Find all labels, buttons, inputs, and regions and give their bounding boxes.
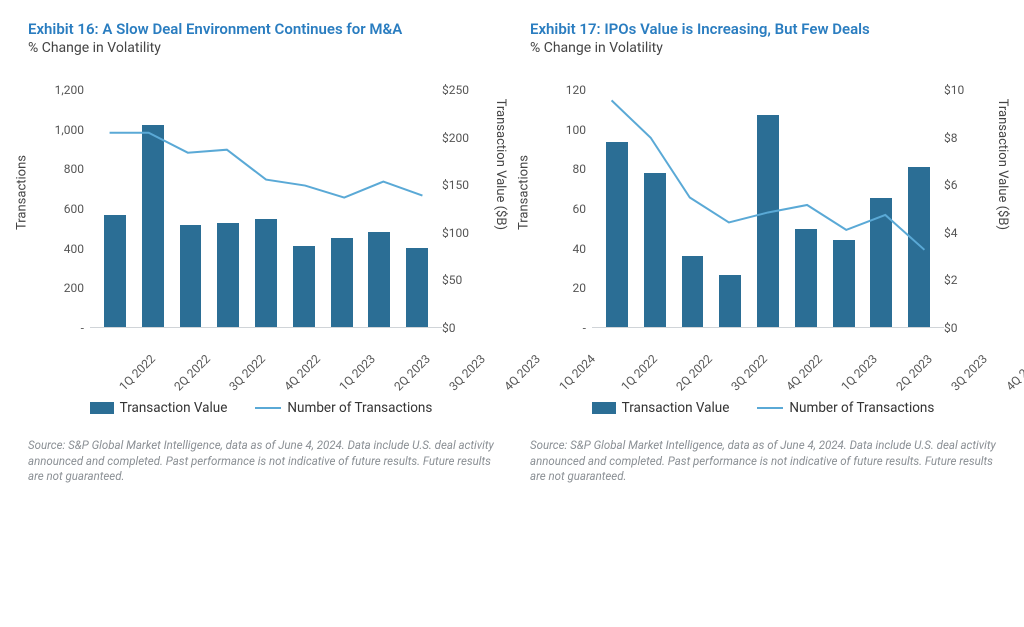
exhibit-17-title: Exhibit 17: IPOs Value is Increasing, Bu… <box>530 20 996 38</box>
bar-swatch-icon <box>90 402 114 414</box>
exhibit-17-source: Source: S&P Global Market Intelligence, … <box>530 438 996 485</box>
y-axis-right-label: Transaction Value ($B) <box>995 99 1010 230</box>
y-axis-right-label: Transaction Value ($B) <box>493 99 508 230</box>
axis-tick: - <box>534 322 586 334</box>
axis-tick: 600 <box>32 203 84 215</box>
axis-tick: $50 <box>442 274 494 286</box>
axis-tick: $200 <box>442 132 494 144</box>
line-path <box>110 133 423 198</box>
exhibit-17-chart: Transactions Transaction Value ($B) -204… <box>530 70 996 390</box>
axis-tick: $2 <box>944 274 996 286</box>
axis-tick: 200 <box>32 282 84 294</box>
exhibit-16-title: Exhibit 16: A Slow Deal Environment Cont… <box>28 20 494 38</box>
axis-tick: 80 <box>534 163 586 175</box>
axis-tick: $150 <box>442 179 494 191</box>
axis-tick: $0 <box>944 322 996 334</box>
y-axis-right-ticks: $0$2$4$6$8$10 <box>940 78 996 328</box>
y-axis-left-label: Transactions <box>517 155 532 230</box>
axis-tick: 800 <box>32 163 84 175</box>
exhibit-16-chart: Transactions Transaction Value ($B) -200… <box>28 70 494 390</box>
axis-tick: 20 <box>534 282 586 294</box>
axis-tick: 400 <box>32 243 84 255</box>
axis-tick: 100 <box>534 124 586 136</box>
axis-tick: - <box>32 322 84 334</box>
legend-line: Number of Transactions <box>255 400 432 416</box>
axis-tick: $0 <box>442 322 494 334</box>
axis-tick: 60 <box>534 203 586 215</box>
axis-tick: $4 <box>944 227 996 239</box>
x-axis-tick: 4Q 2023 <box>999 340 1024 420</box>
y-axis-left-label: Transactions <box>15 155 30 230</box>
line-series <box>592 78 944 327</box>
line-path <box>612 100 925 249</box>
axis-tick: 120 <box>534 84 586 96</box>
axis-tick: $250 <box>442 84 494 96</box>
x-axis-ticks: 1Q 20222Q 20223Q 20224Q 20221Q 20232Q 20… <box>592 332 944 390</box>
axis-tick: 1,200 <box>32 84 84 96</box>
y-axis-left-ticks: -2004006008001,0001,200 <box>32 78 88 328</box>
x-axis-ticks: 1Q 20222Q 20223Q 20224Q 20221Q 20232Q 20… <box>90 332 442 390</box>
axis-tick: $8 <box>944 132 996 144</box>
plot-area <box>592 78 944 328</box>
line-series <box>90 78 442 327</box>
legend-line: Number of Transactions <box>757 400 934 416</box>
y-axis-right-ticks: $0$50$100$150$200$250 <box>438 78 494 328</box>
exhibit-16-source: Source: S&P Global Market Intelligence, … <box>28 438 494 485</box>
axis-tick: $10 <box>944 84 996 96</box>
axis-tick: 40 <box>534 243 586 255</box>
axis-tick: $6 <box>944 179 996 191</box>
exhibit-17-subtitle: % Change in Volatility <box>530 40 996 56</box>
exhibit-16-subtitle: % Change in Volatility <box>28 40 494 56</box>
axis-tick: 1,000 <box>32 124 84 136</box>
exhibit-16-panel: Exhibit 16: A Slow Deal Environment Cont… <box>28 20 494 607</box>
y-axis-left-ticks: -20406080100120 <box>534 78 590 328</box>
axis-tick: $100 <box>442 227 494 239</box>
plot-area <box>90 78 442 328</box>
exhibit-17-panel: Exhibit 17: IPOs Value is Increasing, Bu… <box>530 20 996 607</box>
